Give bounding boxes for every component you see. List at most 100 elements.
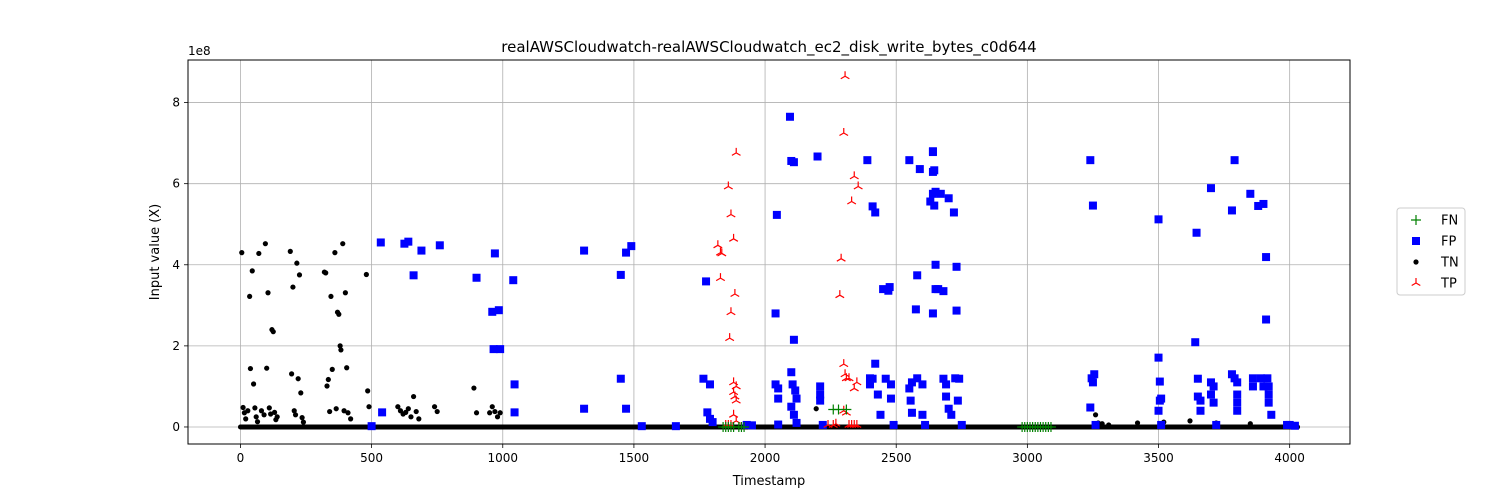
point-tn (1099, 421, 1105, 427)
point-tn (329, 366, 335, 372)
point-fp (871, 208, 880, 217)
point-tp (731, 395, 741, 404)
point-fp (913, 271, 922, 280)
point-fp (774, 394, 783, 403)
point-fp (367, 422, 376, 431)
point-fp (1264, 382, 1273, 391)
point-fp (879, 285, 888, 294)
point-tp (836, 253, 846, 262)
point-fp (942, 380, 951, 389)
point-tn (1134, 420, 1141, 426)
point-tn (249, 268, 255, 274)
point-fp (1230, 156, 1239, 165)
point-tp (731, 381, 741, 390)
point-tp (847, 196, 857, 205)
point-fp (702, 277, 711, 286)
point-fn (739, 421, 750, 432)
point-fp (1233, 398, 1242, 407)
point-fp (742, 420, 751, 429)
point-tn (261, 412, 267, 418)
point-tp (726, 209, 736, 218)
point-fp (785, 112, 794, 121)
point-fp (774, 420, 783, 429)
point-fp (939, 287, 948, 296)
point-tn (416, 416, 422, 422)
point-fp (1233, 390, 1242, 399)
point-tn (300, 419, 307, 425)
x-tick-label: 1500 (619, 451, 650, 465)
point-tn (403, 409, 409, 415)
point-tn (290, 284, 296, 290)
point-fp (616, 374, 625, 383)
point-fp (472, 273, 481, 282)
point-tn (266, 405, 272, 411)
legend: FN FP TN TP (1396, 207, 1466, 296)
point-fp (957, 420, 966, 429)
point-fp (1193, 392, 1202, 401)
point-fp (787, 368, 796, 377)
point-tn (268, 411, 274, 417)
point-tn (247, 293, 253, 300)
point-tn (345, 410, 351, 416)
point-fp (881, 374, 890, 383)
point-tn (296, 272, 303, 278)
point-tn (413, 408, 419, 415)
point-fp (1206, 378, 1215, 387)
point-fp (622, 404, 631, 413)
point-fp (788, 380, 797, 389)
point-fp (911, 305, 920, 314)
point-fp (1230, 374, 1239, 383)
point-fp (792, 418, 801, 427)
y-axis-ticks: 0 2 4 6 8 (172, 96, 188, 434)
y-tick-label: 8 (172, 96, 180, 110)
legend-label-fp: FP (1441, 235, 1456, 250)
point-tn (344, 365, 350, 371)
point-tn (337, 343, 343, 349)
point-tn (328, 293, 334, 300)
point-fp (1196, 406, 1205, 415)
point-tn (245, 408, 251, 414)
point-tn (253, 414, 259, 420)
point-fp (771, 380, 780, 389)
point-fp (889, 420, 898, 429)
point-fp (863, 156, 872, 165)
point-fp (868, 374, 877, 383)
point-fp (1086, 403, 1095, 412)
point-fp (865, 380, 874, 389)
point-fp (816, 396, 825, 405)
point-tp (723, 181, 733, 190)
point-tp (717, 248, 727, 257)
point-fp (928, 309, 937, 318)
point-tn (473, 410, 480, 416)
point-tn (341, 408, 347, 414)
point-fp (510, 408, 519, 417)
point-tn (298, 390, 304, 396)
point-fp (792, 394, 801, 403)
point-tn (294, 260, 300, 266)
point-tn (408, 414, 414, 420)
point-fp (907, 378, 916, 387)
point-tp (831, 418, 841, 427)
point-tn (239, 250, 245, 256)
x-tick-label: 4000 (1274, 451, 1305, 465)
point-tn (291, 408, 297, 414)
point-fp (708, 418, 717, 427)
point-fp (1154, 353, 1163, 362)
point-fp (1209, 382, 1218, 391)
legend-label-fn: FN (1441, 214, 1458, 229)
point-tn (274, 414, 280, 420)
point-tn (292, 412, 299, 418)
point-fp (1259, 199, 1268, 208)
point-fp (1227, 206, 1236, 215)
point-tn (336, 311, 342, 317)
point-tn (342, 290, 348, 296)
point-tn (252, 405, 258, 411)
point-fp (1091, 420, 1100, 429)
point-fp (939, 374, 948, 383)
point-fp (1248, 374, 1257, 383)
point-tn (270, 329, 276, 335)
point-fp (490, 249, 499, 258)
point-fp (1285, 420, 1294, 429)
point-fp (789, 335, 798, 344)
point-fp (905, 156, 914, 165)
